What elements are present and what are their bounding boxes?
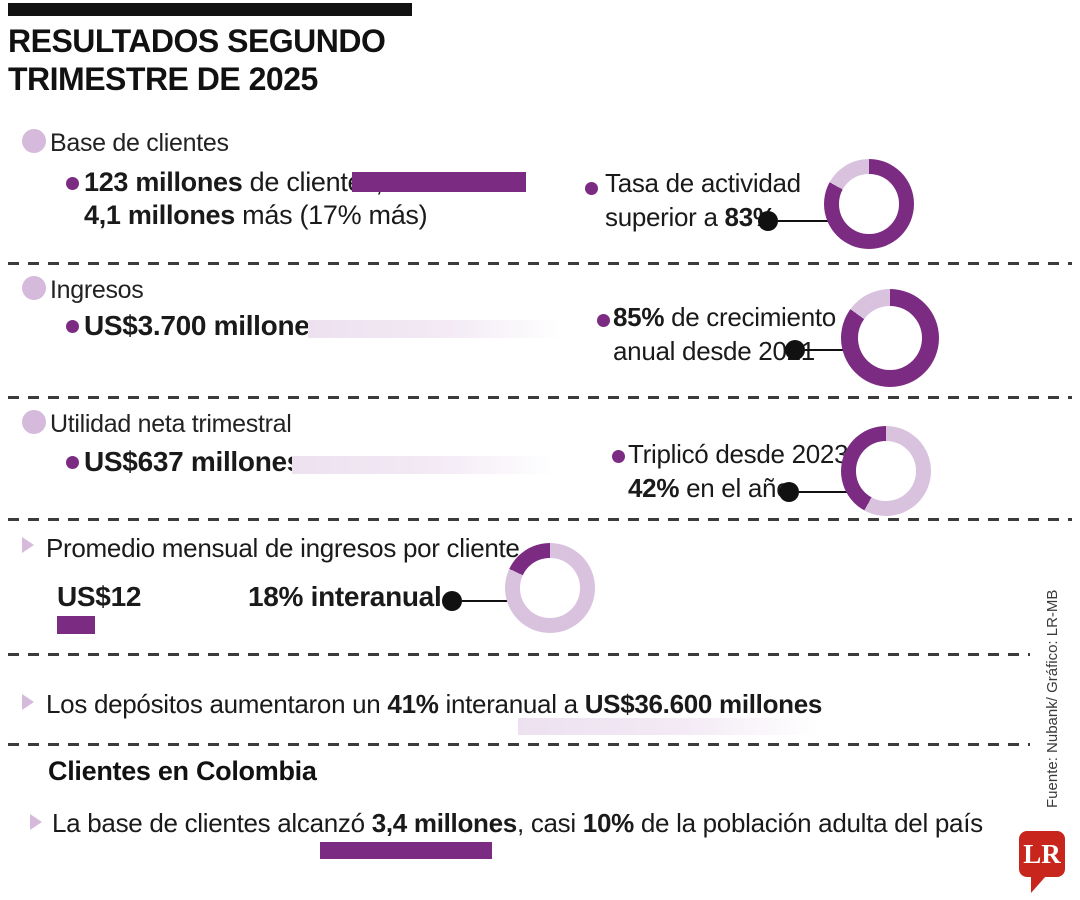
section5-triangle-icon (22, 694, 34, 710)
section1-item-dot-icon (66, 177, 79, 190)
section3-label: Utilidad neta trimestral (50, 410, 292, 438)
section1-leader-dot-icon (758, 211, 778, 231)
section3-right-line2-bold: 42% (628, 473, 680, 503)
page-title-line1: RESULTADOS SEGUNDO (8, 23, 386, 59)
section1-right-line2: superior a 83% (605, 200, 801, 234)
section3-right-dot-icon (612, 450, 625, 463)
colombia-text-pre: La base de clientes alcanzó (52, 808, 372, 838)
lr-logo-tail-icon (1031, 876, 1046, 893)
section1-stat-line2-bold: 4,1 millones (84, 200, 235, 230)
section1-highlight-bar (352, 172, 526, 192)
section5-text-pre: Los depósitos aumentaron un (46, 689, 388, 719)
section3-value: US$637 millones (84, 446, 303, 477)
colombia-heading: Clientes en Colombia (48, 756, 317, 786)
section3-faded-bar (292, 456, 554, 474)
section5-text-bold2: US$36.600 millones (584, 689, 823, 719)
section1-right-line2-pre: superior a (605, 202, 725, 232)
separator-4 (8, 653, 1030, 656)
section2-item-dot-icon (66, 320, 79, 333)
section1-right-text: Tasa de actividad superior a 83% (605, 166, 801, 234)
section2-label: Ingresos (50, 276, 144, 304)
section3-right-line2: 42% en el año (628, 471, 855, 505)
section4-leader-dot-icon (442, 591, 462, 611)
section2-bullet-icon (22, 276, 46, 300)
section2-right-line1: 85% de crecimiento (613, 300, 836, 334)
page-title: RESULTADOS SEGUNDO TRIMESTRE DE 2025 (8, 22, 386, 98)
section1-label: Base de clientes (50, 129, 229, 157)
section4-right-bold: 18% interanual (248, 581, 442, 612)
colombia-text-post: de la población adulta del país (633, 808, 983, 838)
page-title-line2: TRIMESTRE DE 2025 (8, 61, 318, 97)
header-accent-bar (8, 3, 412, 16)
section5-faded-bar (518, 718, 818, 735)
lr-logo: LR (1019, 831, 1065, 877)
colombia-text-bold2: 10% (582, 808, 634, 838)
section2-value: US$3.700 millones (84, 310, 325, 341)
colombia-highlight-bar (320, 842, 492, 859)
section4-triangle-icon (22, 537, 34, 553)
section1-stat-line1-bold: 123 millones (84, 167, 243, 197)
section2-right-line1-rest: de crecimiento (664, 302, 836, 332)
section3-leader-line (799, 491, 880, 493)
donut-chart-revenue-growth (841, 289, 939, 387)
section4-leader-line (462, 600, 545, 602)
section3-item-dot-icon (66, 456, 79, 469)
colombia-text-mid: , casi (516, 808, 583, 838)
section1-leader-line (778, 220, 868, 222)
section3-bullet-icon (22, 410, 46, 434)
section3-right-text: Triplicó desde 2023, 42% en el año (628, 437, 855, 505)
separator-2 (8, 396, 1072, 399)
colombia-text-bold1: 3,4 millones (371, 808, 518, 838)
separator-1 (8, 262, 1072, 265)
section1-right-dot-icon (585, 182, 598, 195)
colombia-text: La base de clientes alcanzó 3,4 millones… (52, 808, 983, 839)
section1-stat-line2: 4,1 millones más (17% más) (84, 199, 428, 232)
section2-right-text: 85% de crecimiento anual desde 2021 (613, 300, 836, 368)
section3-right-line2-rest: en el año (679, 473, 791, 503)
section2-right-line2: anual desde 2021 (613, 336, 815, 366)
donut-chart-activity-rate (824, 159, 914, 249)
section1-right-line1: Tasa de actividad (605, 168, 801, 198)
section5-text-mid: interanual a (438, 689, 585, 719)
section1-stat-line2-rest: más (17% más) (234, 200, 428, 230)
section4-highlight-bar (57, 616, 95, 634)
section5-text-bold1: 41% (387, 689, 439, 719)
section4-label: Promedio mensual de ingresos por cliente (46, 533, 520, 563)
section3-right-line1: Triplicó desde 2023, (628, 439, 856, 469)
source-credit: Fuente: Nubank/ Gráfico: LR-MB (1044, 589, 1061, 808)
section2-right-line1-bold: 85% (613, 302, 665, 332)
section2-faded-bar (308, 320, 563, 338)
colombia-triangle-icon (30, 814, 42, 830)
section4-value: US$12 (57, 581, 142, 612)
separator-5 (8, 743, 1030, 746)
section1-bullet-icon (22, 129, 46, 153)
donut-chart-net-income (841, 426, 931, 516)
section5-text: Los depósitos aumentaron un 41% interanu… (46, 688, 822, 721)
section2-leader-dot-icon (785, 340, 805, 360)
donut-chart-arpac (505, 543, 595, 633)
section2-right-dot-icon (597, 314, 610, 327)
section3-leader-dot-icon (779, 482, 799, 502)
separator-3 (8, 518, 1072, 521)
